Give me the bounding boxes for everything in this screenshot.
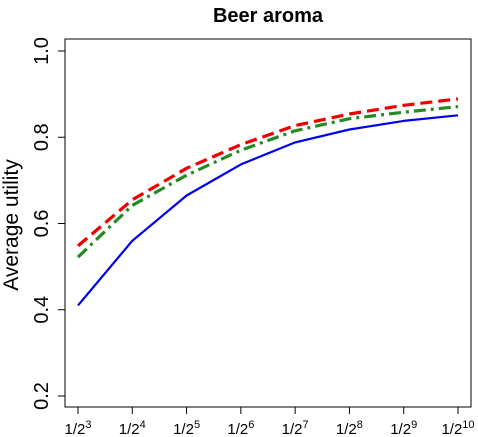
- chart-title: Beer aroma: [213, 5, 324, 27]
- x-tick-exponent: 7: [303, 419, 309, 431]
- x-tick-base: 1/2: [227, 421, 248, 437]
- y-axis: 0.2 0.4 0.6 0.8 1.0: [31, 37, 65, 410]
- x-tick-label: 1/25: [173, 419, 200, 437]
- x-tick-label: 1/23: [65, 419, 92, 437]
- x-tick-base: 1/2: [65, 421, 86, 437]
- plot-frame: [64, 38, 472, 408]
- x-tick-exponent: 3: [85, 419, 91, 431]
- y-tick-label: 0.4: [31, 296, 53, 324]
- y-tick-label: 0.6: [31, 210, 53, 238]
- series-line-3: [76, 97, 459, 248]
- x-tick-exponent: 8: [357, 419, 363, 431]
- x-tick-base: 1/2: [282, 421, 303, 437]
- x-tick-exponent: 4: [140, 419, 146, 431]
- x-tick-base: 1/2: [441, 421, 462, 437]
- x-tick-label: 1/210: [441, 419, 474, 437]
- x-tick-label: 1/28: [336, 419, 363, 437]
- x-tick-base: 1/2: [119, 421, 140, 437]
- x-tick-exponent: 6: [248, 419, 254, 431]
- series-line-2: [76, 105, 459, 259]
- x-tick-base: 1/2: [173, 421, 194, 437]
- x-tick-label: 1/27: [282, 419, 309, 437]
- x-tick-label: 1/26: [227, 419, 254, 437]
- y-tick-label: 1.0: [31, 37, 53, 65]
- x-axis: 1/23 1/24 1/25 1/26 1/27 1/28 1/29 1/210: [65, 407, 475, 437]
- x-tick-exponent: 9: [411, 419, 417, 431]
- series-line-1: [77, 114, 459, 307]
- x-tick-label: 1/24: [119, 419, 146, 437]
- x-tick-base: 1/2: [390, 421, 411, 437]
- y-tick-label: 0.8: [31, 123, 53, 151]
- series-layer: [76, 97, 459, 307]
- x-tick-exponent: 5: [194, 419, 200, 431]
- x-tick-base: 1/2: [336, 421, 357, 437]
- x-tick-label: 1/29: [390, 419, 417, 437]
- x-tick-exponent: 10: [462, 419, 474, 431]
- y-axis-label: Average utility: [0, 159, 23, 291]
- y-tick-label: 0.2: [31, 382, 53, 410]
